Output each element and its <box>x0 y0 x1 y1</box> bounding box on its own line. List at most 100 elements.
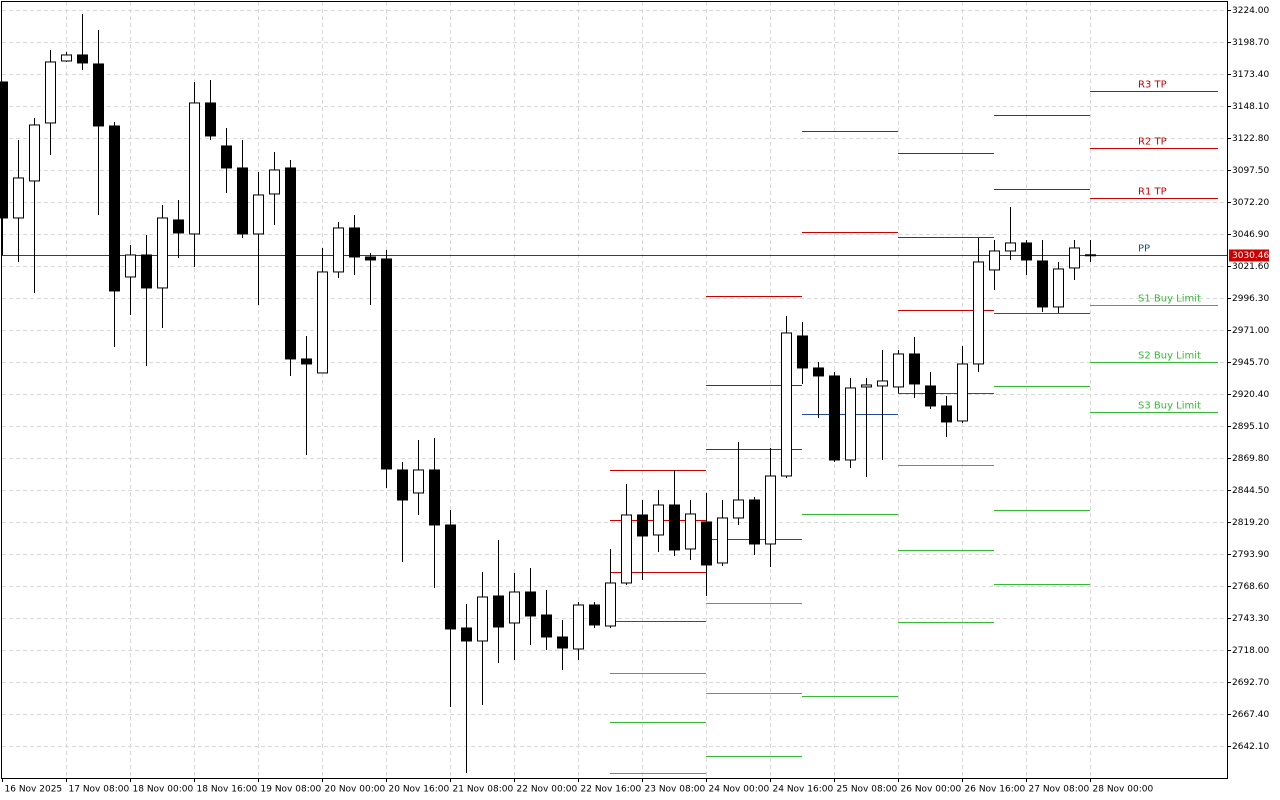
plot-frame <box>1 1 1228 779</box>
candle-body <box>365 256 376 261</box>
x-tick-label: 28 Nov 00:00 <box>1093 785 1154 795</box>
candle-body <box>317 271 328 374</box>
y-tick-label: 3046.90 <box>1232 230 1269 240</box>
level-label: R1 TP <box>1138 187 1167 198</box>
candle-body <box>461 627 472 642</box>
candle-body <box>493 595 504 628</box>
y-tick-label: 2793.90 <box>1232 550 1269 560</box>
y-tick-label: 2768.60 <box>1232 582 1269 592</box>
y-tick-label: 3224.00 <box>1232 6 1269 16</box>
candle-body <box>13 177 24 219</box>
x-tick-label: 25 Nov 08:00 <box>837 785 898 795</box>
y-tick-label: 2844.50 <box>1232 486 1269 496</box>
x-tick-label: 23 Nov 08:00 <box>645 785 706 795</box>
x-tick-label: 18 Nov 16:00 <box>197 785 258 795</box>
x-tick-label: 22 Nov 00:00 <box>517 785 578 795</box>
candle-body <box>733 499 744 519</box>
level-label: S1 Buy Limit <box>1138 294 1201 305</box>
y-tick-label: 2895.10 <box>1232 422 1269 432</box>
candle-body <box>0 81 8 219</box>
y-tick-label: 2692.70 <box>1232 678 1269 688</box>
candle-body <box>157 217 168 289</box>
candle-body <box>765 475 776 545</box>
candle-body <box>589 604 600 626</box>
candle-body <box>893 353 904 388</box>
y-tick-label: 2642.10 <box>1232 742 1269 752</box>
y-tick-label: 2945.70 <box>1232 358 1269 368</box>
y-tick-label: 2996.30 <box>1232 294 1269 304</box>
candle-body <box>669 504 680 551</box>
candle-body <box>333 227 344 273</box>
y-tick-label: 3198.70 <box>1232 38 1269 48</box>
candle-body <box>701 521 712 566</box>
candle-body <box>781 332 792 477</box>
candle-body <box>221 145 232 169</box>
candle-body <box>1037 260 1048 308</box>
candle-body <box>1085 254 1096 257</box>
x-tick-label: 19 Nov 08:00 <box>261 785 322 795</box>
y-tick-label: 3097.50 <box>1232 166 1269 176</box>
y-tick-label: 2718.00 <box>1232 646 1269 656</box>
y-tick-label: 2920.40 <box>1232 390 1269 400</box>
y-tick-label: 2869.80 <box>1232 454 1269 464</box>
level-label: PP <box>1138 244 1150 255</box>
y-tick-label: 3122.80 <box>1232 134 1269 144</box>
candle-body <box>989 250 1000 271</box>
candle-body <box>413 469 424 494</box>
candle-body <box>1005 242 1016 252</box>
candle-body <box>61 54 72 62</box>
level-label: S3 Buy Limit <box>1138 401 1201 412</box>
candle-body <box>141 254 152 289</box>
y-tick-label: 3072.20 <box>1232 198 1269 208</box>
y-tick-label: 2667.40 <box>1232 710 1269 720</box>
x-tick-label: 20 Nov 16:00 <box>389 785 450 795</box>
x-tick-label: 17 Nov 08:00 <box>69 785 130 795</box>
candle-body <box>957 363 968 422</box>
y-tick-label: 3021.60 <box>1232 262 1269 272</box>
candle-body <box>573 604 584 650</box>
candle-body <box>301 358 312 365</box>
candle-body <box>621 514 632 584</box>
candle-body <box>1021 242 1032 261</box>
candle-body <box>861 384 872 388</box>
candle-body <box>205 102 216 137</box>
level-label: R2 TP <box>1138 137 1167 148</box>
candle-body <box>813 367 824 377</box>
candle-body <box>845 387 856 461</box>
candle-body <box>349 227 360 258</box>
candle-body <box>445 524 456 630</box>
candle-body <box>797 335 808 369</box>
candle-body <box>605 582 616 627</box>
candle-body <box>189 102 200 235</box>
x-tick-label: 16 Nov 2025 <box>5 785 63 795</box>
x-tick-label: 18 Nov 00:00 <box>133 785 194 795</box>
level-label: R3 TP <box>1138 80 1167 91</box>
x-tick-label: 24 Nov 00:00 <box>709 785 770 795</box>
y-tick-label: 3148.10 <box>1232 102 1269 112</box>
candle-body <box>909 353 920 385</box>
candle-body <box>269 169 280 195</box>
x-tick-label: 26 Nov 00:00 <box>901 785 962 795</box>
x-tick-label: 22 Nov 16:00 <box>581 785 642 795</box>
candle-body <box>925 385 936 407</box>
candle-body <box>125 254 136 278</box>
y-tick-label: 2819.20 <box>1232 518 1269 528</box>
x-tick-label: 21 Nov 08:00 <box>453 785 514 795</box>
candle-body <box>285 167 296 360</box>
level-label: S2 Buy Limit <box>1138 351 1201 362</box>
x-tick-label: 24 Nov 16:00 <box>773 785 834 795</box>
candle-body <box>541 614 552 638</box>
candle-body <box>749 499 760 545</box>
x-tick-label: 26 Nov 16:00 <box>965 785 1026 795</box>
candle-body <box>477 596 488 642</box>
x-tick-label: 20 Nov 00:00 <box>325 785 386 795</box>
current-price-tag <box>1229 249 1269 262</box>
candle-body <box>237 167 248 235</box>
candle-body <box>877 380 888 387</box>
candle-body <box>381 258 392 470</box>
candle-body <box>1053 268 1064 308</box>
candle-body <box>45 61 56 124</box>
candle-body <box>685 513 696 550</box>
candle-body <box>173 219 184 234</box>
